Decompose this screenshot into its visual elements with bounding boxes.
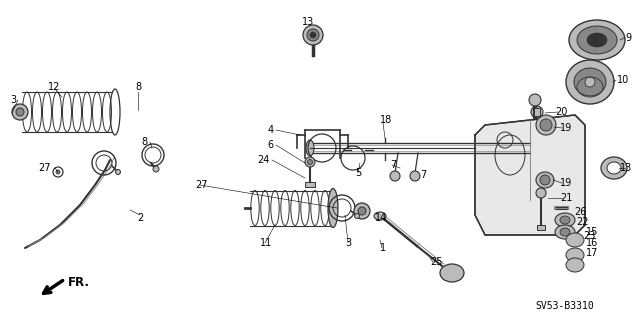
Text: 14: 14 xyxy=(375,213,387,223)
Circle shape xyxy=(529,94,541,106)
Text: 20: 20 xyxy=(555,107,568,117)
Circle shape xyxy=(307,160,312,165)
Ellipse shape xyxy=(540,175,550,185)
Circle shape xyxy=(307,29,319,41)
Text: 10: 10 xyxy=(617,75,629,85)
Text: 4: 4 xyxy=(268,125,274,135)
Circle shape xyxy=(531,106,543,118)
Ellipse shape xyxy=(555,225,575,239)
Ellipse shape xyxy=(587,33,607,47)
Bar xyxy=(537,225,545,230)
Text: 11: 11 xyxy=(260,238,272,248)
Text: 8: 8 xyxy=(135,82,141,92)
Text: 21: 21 xyxy=(560,193,572,203)
Circle shape xyxy=(12,104,28,120)
Circle shape xyxy=(56,170,60,174)
Ellipse shape xyxy=(607,162,621,174)
Ellipse shape xyxy=(569,20,625,60)
Ellipse shape xyxy=(577,26,617,54)
Circle shape xyxy=(305,157,315,167)
Text: 24: 24 xyxy=(258,155,270,165)
Ellipse shape xyxy=(536,115,556,135)
Text: 12: 12 xyxy=(48,82,60,92)
Text: 9: 9 xyxy=(625,33,631,43)
Circle shape xyxy=(303,25,323,45)
Ellipse shape xyxy=(566,248,584,262)
Text: FR.: FR. xyxy=(68,276,90,288)
Polygon shape xyxy=(475,115,585,235)
Circle shape xyxy=(390,171,400,181)
Circle shape xyxy=(358,207,366,215)
Text: 6: 6 xyxy=(268,140,274,150)
Ellipse shape xyxy=(306,140,314,156)
Text: 7: 7 xyxy=(420,170,426,180)
Text: 8: 8 xyxy=(142,137,148,147)
Text: 2: 2 xyxy=(137,213,143,223)
Text: 13: 13 xyxy=(620,163,632,173)
Text: 17: 17 xyxy=(586,248,598,258)
Text: 19: 19 xyxy=(560,123,572,133)
Text: 27: 27 xyxy=(38,163,51,173)
Circle shape xyxy=(310,32,316,38)
Text: 3: 3 xyxy=(10,95,16,105)
Text: SV53-B3310: SV53-B3310 xyxy=(536,301,595,311)
Ellipse shape xyxy=(574,68,606,96)
Text: 7: 7 xyxy=(390,160,396,170)
Circle shape xyxy=(585,77,595,87)
Ellipse shape xyxy=(566,233,584,247)
Ellipse shape xyxy=(374,212,386,220)
Ellipse shape xyxy=(536,172,554,188)
Circle shape xyxy=(153,166,159,172)
Text: 16: 16 xyxy=(586,238,598,248)
Text: 27: 27 xyxy=(195,180,207,190)
Text: 13: 13 xyxy=(302,17,314,27)
Circle shape xyxy=(354,203,370,219)
Text: 1: 1 xyxy=(380,243,386,253)
Ellipse shape xyxy=(566,258,584,272)
Ellipse shape xyxy=(601,157,627,179)
Text: 22: 22 xyxy=(576,217,589,227)
Text: 5: 5 xyxy=(355,168,361,178)
Ellipse shape xyxy=(328,189,338,227)
Circle shape xyxy=(16,108,24,116)
Bar xyxy=(305,182,315,187)
Circle shape xyxy=(355,213,360,219)
Circle shape xyxy=(410,171,420,181)
Ellipse shape xyxy=(555,213,575,227)
Text: 25: 25 xyxy=(430,257,442,267)
Text: 3: 3 xyxy=(345,238,351,248)
Ellipse shape xyxy=(536,188,546,198)
Ellipse shape xyxy=(566,60,614,104)
Text: 26: 26 xyxy=(574,207,586,217)
Text: 18: 18 xyxy=(380,115,392,125)
Ellipse shape xyxy=(440,264,464,282)
Text: 15: 15 xyxy=(586,227,598,237)
Circle shape xyxy=(115,169,120,174)
Text: 19: 19 xyxy=(560,178,572,188)
Text: 23: 23 xyxy=(583,231,595,241)
Bar xyxy=(534,108,540,116)
Ellipse shape xyxy=(560,216,570,224)
Ellipse shape xyxy=(560,228,570,236)
Ellipse shape xyxy=(540,119,552,131)
